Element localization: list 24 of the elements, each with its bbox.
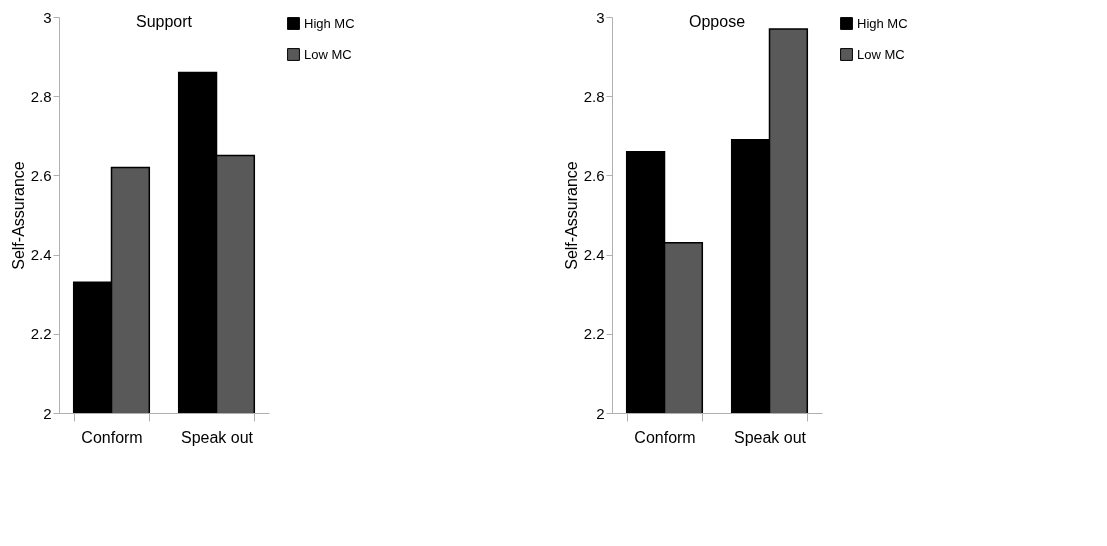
y-axis-title: Self-Assurance — [562, 161, 580, 270]
y-tick-label: 3 — [43, 8, 52, 26]
x-tick-label: Conform — [81, 428, 143, 446]
y-tick-label: 2 — [596, 404, 605, 422]
y-tick-label: 3 — [596, 8, 605, 26]
legend-label: Low MC — [857, 46, 905, 62]
chart-title: Oppose — [688, 13, 746, 30]
y-axis-title: Self-Assurance — [9, 161, 27, 270]
legend-label: High MC — [857, 15, 908, 31]
legend-label: Low MC — [304, 46, 352, 62]
legend-label: High MC — [304, 15, 355, 31]
y-tick-label: 2.6 — [30, 166, 52, 184]
y-tick-label: 2.2 — [30, 325, 52, 343]
y-tick-label: 2.2 — [583, 325, 605, 343]
y-tick-label: 2.6 — [583, 166, 605, 184]
x-tick-label: Speak out — [180, 428, 254, 446]
chart-title: Support — [135, 13, 193, 30]
y-tick-label: 2.4 — [583, 246, 605, 264]
y-tick-label: 2.4 — [30, 246, 52, 264]
y-tick-label: 2.8 — [30, 87, 52, 105]
x-tick-label: Speak out — [733, 428, 807, 446]
x-tick-label: Conform — [634, 428, 696, 446]
y-tick-label: 2 — [43, 404, 52, 422]
y-tick-label: 2.8 — [583, 87, 605, 105]
